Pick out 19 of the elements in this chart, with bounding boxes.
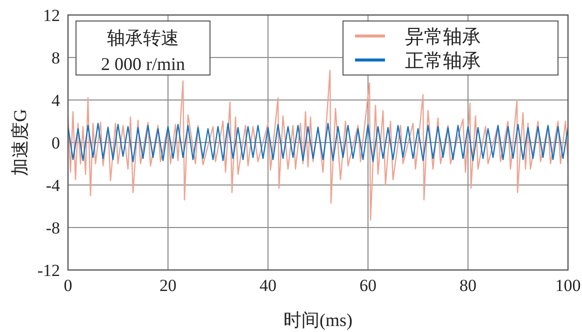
x-tick-label: 40	[260, 276, 276, 295]
y-tick-label: -12	[37, 261, 60, 280]
legend-label: 异常轴承	[405, 27, 481, 48]
y-tick-label: 8	[52, 48, 60, 68]
legend-label: 正常轴承	[405, 51, 481, 72]
annotation: 轴承转速	[107, 28, 179, 48]
y-tick-label: 4	[52, 91, 60, 110]
y-tick-label: 12	[43, 6, 60, 25]
y-axis-title: 加速度G	[10, 109, 30, 176]
y-tick-label: -8	[46, 218, 60, 238]
x-tick-label: 80	[460, 276, 476, 295]
y-tick-label: -4	[46, 176, 60, 195]
x-tick-label: 100	[555, 276, 581, 295]
y-tick-label: 0	[52, 134, 60, 152]
x-tick-label: 60	[360, 276, 376, 295]
x-tick-label: 0	[64, 276, 72, 295]
x-tick-label: 20	[160, 276, 176, 295]
annotation: 2 000 r/min	[101, 54, 185, 74]
x-axis-title: 时间(ms)	[284, 310, 352, 330]
